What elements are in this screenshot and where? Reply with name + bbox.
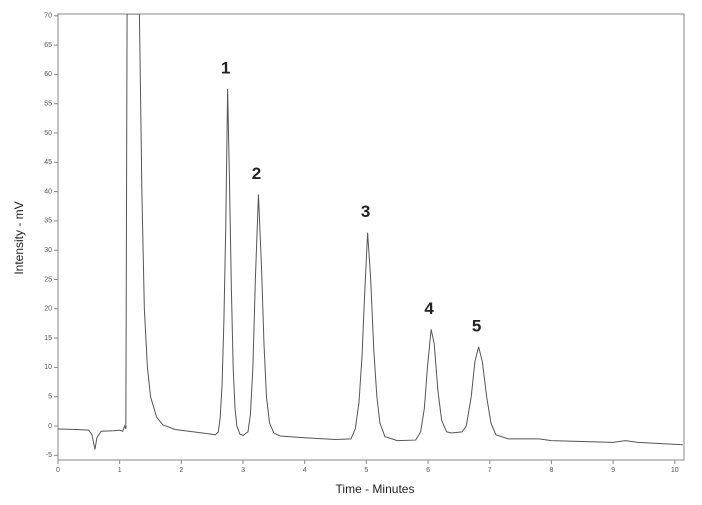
x-tick-label: 9 — [611, 467, 615, 474]
trace-line — [57, 14, 683, 450]
peak-label: 1 — [221, 59, 230, 78]
y-tick-label: 65 — [44, 42, 52, 49]
y-tick-label: -5 — [46, 452, 52, 459]
y-tick-label: 10 — [44, 364, 52, 371]
peak-label: 4 — [424, 299, 434, 318]
y-tick-label: 25 — [44, 276, 52, 283]
y-tick-label: 55 — [44, 101, 52, 108]
x-tick-label: 7 — [488, 467, 492, 474]
y-tick-label: 35 — [44, 218, 52, 225]
y-tick-label: 0 — [48, 423, 52, 430]
y-tick-label: 20 — [44, 306, 52, 313]
x-tick-label: 4 — [303, 467, 307, 474]
x-tick-label: 3 — [241, 467, 245, 474]
y-tick-label: 30 — [44, 247, 52, 254]
y-tick-label: 50 — [44, 130, 52, 137]
x-axis-label: Time - Minutes — [336, 482, 415, 496]
y-tick-label: 70 — [44, 13, 52, 20]
x-tick-label: 0 — [56, 467, 60, 474]
plot-frame — [57, 13, 685, 461]
x-tick-label: 1 — [118, 467, 122, 474]
y-axis-label: Intensity - mV — [12, 201, 26, 274]
plot-area — [57, 14, 683, 450]
y-tick-label: 45 — [44, 159, 52, 166]
y-tick-label: 5 — [48, 394, 52, 401]
x-tick-label: 6 — [426, 467, 430, 474]
x-tick-label: 2 — [179, 467, 183, 474]
x-tick-label: 5 — [364, 467, 368, 474]
peak-label: 2 — [252, 164, 261, 183]
peak-label: 3 — [361, 202, 370, 221]
y-tick-label: 60 — [44, 71, 52, 78]
peak-label: 5 — [472, 316, 481, 335]
x-tick-label: 10 — [671, 467, 679, 474]
x-tick-label: 8 — [549, 467, 553, 474]
y-tick-label: 40 — [44, 188, 52, 195]
y-tick-label: 15 — [44, 335, 52, 342]
